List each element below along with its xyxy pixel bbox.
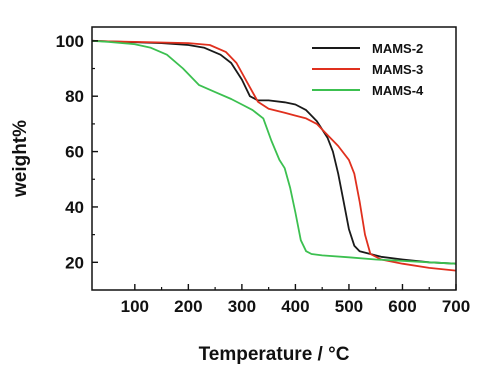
y-axis-title: weight%	[10, 120, 31, 198]
plot-frame	[91, 26, 457, 291]
y-tick-label: 100	[56, 32, 84, 51]
y-tick-label: 60	[65, 143, 84, 162]
legend: MAMS-2 MAMS-3 MAMS-4	[312, 41, 424, 98]
y-tick-label: 40	[65, 198, 84, 217]
legend-label: MAMS-4	[372, 83, 424, 98]
axis-ticks	[92, 40, 457, 290]
x-tick-label: 300	[228, 297, 256, 316]
tick-labels: 100 200 300 400 500 600 700 20 40 60 80 100	[56, 32, 471, 316]
y-tick-label: 20	[65, 253, 84, 272]
series-line	[91, 39, 457, 265]
x-tick-label: 600	[388, 297, 416, 316]
plot-lines	[91, 39, 457, 272]
y-tick-label: 80	[65, 87, 84, 106]
legend-label: MAMS-3	[372, 62, 423, 77]
legend-label: MAMS-2	[372, 41, 423, 56]
x-tick-label: 700	[442, 297, 470, 316]
x-axis-title: Temperature / °C	[199, 344, 350, 365]
x-tick-label: 200	[174, 297, 202, 316]
x-tick-label: 400	[281, 297, 309, 316]
series-line	[91, 39, 457, 265]
x-tick-label: 100	[121, 297, 149, 316]
x-tick-label: 500	[335, 297, 363, 316]
series-line	[91, 39, 457, 272]
